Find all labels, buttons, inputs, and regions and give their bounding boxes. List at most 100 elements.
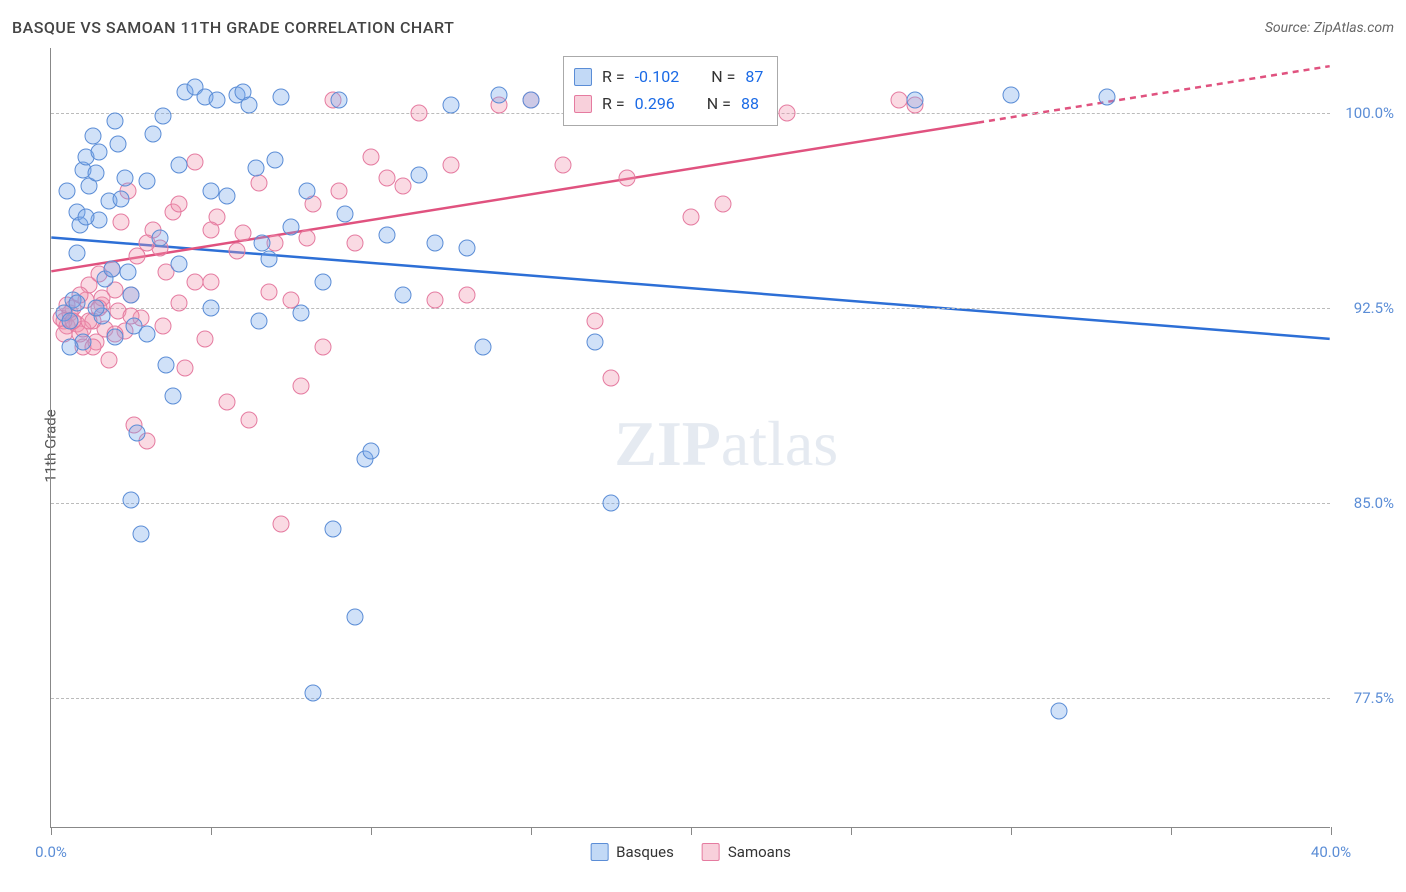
basques-point <box>209 92 226 109</box>
samoans-point <box>235 224 252 241</box>
basques-point <box>292 305 309 322</box>
stats-row: R =-0.102N =87 <box>574 63 763 90</box>
x-tick <box>371 827 372 835</box>
samoans-point <box>603 370 620 387</box>
basques-point <box>132 526 149 543</box>
y-tick-label: 77.5% <box>1354 689 1394 707</box>
basques-point <box>139 326 156 343</box>
x-tick-label: 40.0% <box>1311 843 1351 861</box>
basques-point <box>315 274 332 291</box>
basques-point <box>116 170 133 187</box>
basques-point <box>219 188 236 205</box>
x-tick <box>531 827 532 835</box>
stat-r-value: -0.102 <box>635 63 680 90</box>
stat-n-value: 87 <box>745 63 763 90</box>
x-tick <box>1171 827 1172 835</box>
y-tick-label: 85.0% <box>1354 494 1394 512</box>
legend: Basques Samoans <box>590 843 791 861</box>
samoans-point <box>619 170 636 187</box>
basques-point <box>247 159 264 176</box>
basques-point <box>363 443 380 460</box>
stat-n-label: N = <box>711 63 735 90</box>
basques-point <box>107 112 124 129</box>
basques-point <box>395 287 412 304</box>
basques-point <box>68 245 85 262</box>
basques-point <box>87 300 104 317</box>
basques-point <box>171 255 188 272</box>
samoans-point <box>587 313 604 330</box>
samoans-point <box>171 294 188 311</box>
samoans-point <box>363 149 380 166</box>
basques-point <box>260 250 277 267</box>
basques-point <box>443 97 460 114</box>
basques-point <box>379 227 396 244</box>
basques-point <box>91 144 108 161</box>
samoans-point <box>779 105 796 122</box>
basques-point <box>491 86 508 103</box>
basques-point <box>427 235 444 252</box>
samoans-point <box>683 209 700 226</box>
gridline <box>51 308 1330 309</box>
basques-point <box>411 167 428 184</box>
basques-point <box>283 219 300 236</box>
basques-point <box>119 263 136 280</box>
basques-point <box>155 107 172 124</box>
gridline <box>51 698 1330 699</box>
x-tick <box>691 827 692 835</box>
samoans-point <box>260 284 277 301</box>
basques-point <box>523 92 540 109</box>
samoans-point <box>203 274 220 291</box>
legend-swatch <box>590 843 608 861</box>
basques-point <box>603 495 620 512</box>
samoans-point <box>219 393 236 410</box>
trend-lines-layer <box>51 48 1330 827</box>
samoans-point <box>113 214 130 231</box>
basques-point <box>241 97 258 114</box>
samoans-point <box>443 157 460 174</box>
gridline <box>51 503 1330 504</box>
samoans-point <box>251 175 268 192</box>
basques-point <box>273 89 290 106</box>
basques-point <box>62 313 79 330</box>
basques-point <box>1051 703 1068 720</box>
watermark: ZIPatlas <box>614 407 838 481</box>
basques-point <box>62 339 79 356</box>
basques-point <box>251 313 268 330</box>
chart-title: BASQUE VS SAMOAN 11TH GRADE CORRELATION … <box>12 18 454 37</box>
basques-point <box>68 294 85 311</box>
samoans-point <box>891 92 908 109</box>
samoans-point <box>411 105 428 122</box>
samoans-point <box>171 196 188 213</box>
samoans-point <box>196 331 213 348</box>
x-tick-label: 0.0% <box>35 843 67 861</box>
samoans-point <box>177 359 194 376</box>
x-tick <box>211 827 212 835</box>
legend-label: Samoans <box>728 843 791 861</box>
legend-swatch <box>574 95 592 113</box>
stat-n-label: N = <box>707 90 731 117</box>
stats-row: R =0.296N =88 <box>574 90 763 117</box>
basques-point <box>78 209 95 226</box>
basques-point <box>587 333 604 350</box>
samoans-point <box>292 378 309 395</box>
stat-r-label: R = <box>602 90 625 117</box>
stats-box: R = -0.102 N = 87R =0.296N =88 <box>563 56 778 126</box>
basques-point <box>87 164 104 181</box>
legend-swatch <box>702 843 720 861</box>
basques-point <box>171 157 188 174</box>
basques-point <box>347 609 364 626</box>
samoans-point <box>187 154 204 171</box>
basques-point <box>331 92 348 109</box>
basques-point <box>151 229 168 246</box>
basques-point <box>299 183 316 200</box>
samoans-point <box>555 157 572 174</box>
basques-point <box>59 183 76 200</box>
basques-point <box>459 240 476 257</box>
legend-item: Basques <box>590 843 674 861</box>
basques-point <box>1003 86 1020 103</box>
y-tick-label: 100.0% <box>1345 104 1394 122</box>
basques-point <box>129 424 146 441</box>
samoans-point <box>100 352 117 369</box>
basques-point <box>103 261 120 278</box>
samoans-point <box>273 515 290 532</box>
